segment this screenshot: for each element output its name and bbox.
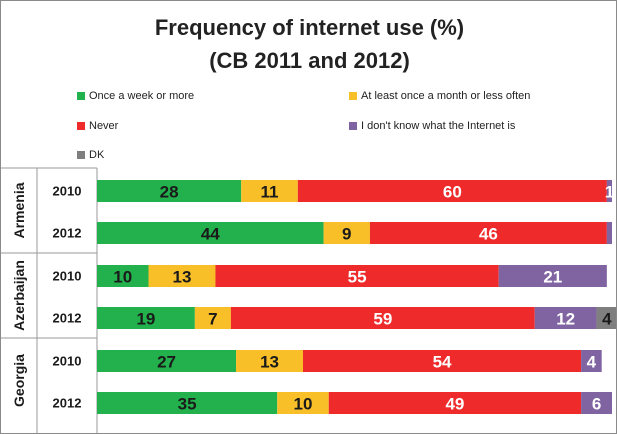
legend-item-never: Never — [77, 120, 118, 132]
data-label: 54 — [433, 353, 452, 372]
bar-segment-i-don-t-know-what-the-internet-is — [606, 222, 612, 244]
bar-segment-at-least-once-a-month-or-less-often — [194, 307, 231, 329]
legend-item-dk: DK — [77, 149, 104, 161]
data-label: 7 — [208, 310, 217, 329]
bar-segment-never — [297, 180, 607, 202]
data-label: 10 — [113, 268, 132, 287]
bar-segment-once-a-week-or-more — [97, 265, 149, 287]
year-tick-label: 2012 — [53, 226, 82, 241]
year-tick-label: 2012 — [53, 311, 82, 326]
legend-label-monthly: At least once a month or less often — [361, 90, 531, 102]
group-label-azerbaijan: Azerbaijan — [11, 260, 27, 331]
chart-title-line-2: (CB 2011 and 2012) — [209, 48, 410, 73]
data-label: 6 — [592, 395, 601, 414]
data-label: 55 — [348, 268, 367, 287]
data-label: 13 — [173, 268, 192, 287]
legend-label-never: Never — [89, 120, 119, 132]
data-label: 1 — [605, 183, 614, 202]
data-label: 35 — [178, 395, 197, 414]
data-label: 28 — [160, 183, 179, 202]
data-label: 44 — [201, 225, 220, 244]
year-tick-label: 2012 — [53, 396, 82, 411]
legend-swatch-dk — [77, 151, 85, 159]
bar-segment-once-a-week-or-more — [97, 392, 278, 414]
bar-segment-once-a-week-or-more — [97, 222, 324, 244]
bar-segment-at-least-once-a-month-or-less-often — [323, 222, 370, 244]
bar-segment-i-don-t-know-what-the-internet-is — [534, 307, 597, 329]
legend-label-weekly: Once a week or more — [89, 90, 195, 102]
group-label-georgia: Georgia — [11, 354, 27, 407]
data-label: 11 — [261, 183, 279, 202]
bar-segment-i-don-t-know-what-the-internet-is — [606, 180, 612, 202]
legend-item-dont-know-internet: I don't know what the Internet is — [349, 120, 515, 132]
legend-swatch-monthly — [349, 92, 357, 100]
group-label-armenia: Armenia — [11, 182, 27, 238]
bar-segment-never — [303, 350, 582, 372]
data-label: 59 — [373, 310, 392, 329]
data-label: 19 — [136, 310, 155, 329]
data-label: 12 — [556, 310, 575, 329]
year-tick-label: 2010 — [53, 269, 82, 284]
bar-segment-once-a-week-or-more — [97, 307, 195, 329]
data-label: 13 — [260, 353, 279, 372]
bar-segment-never — [328, 392, 582, 414]
bar-segment-once-a-week-or-more — [97, 180, 242, 202]
legend-label-dont-know-internet: I don't know what the Internet is — [361, 120, 516, 132]
bar-segment-at-least-once-a-month-or-less-often — [148, 265, 216, 287]
legend-item-weekly: Once a week or more — [77, 90, 194, 102]
bar-segment-i-don-t-know-what-the-internet-is — [581, 350, 602, 372]
legend-swatch-never — [77, 122, 85, 130]
data-label: 49 — [445, 395, 464, 414]
legend-label-dk: DK — [89, 149, 105, 161]
chart-title-line-1: Frequency of internet use (%) — [154, 15, 465, 40]
data-label: 4 — [602, 310, 612, 329]
bar-segment-dk — [596, 307, 616, 329]
data-label: 4 — [587, 353, 597, 372]
bar-segment-at-least-once-a-month-or-less-often — [236, 350, 303, 372]
data-label: 10 — [294, 395, 313, 414]
legend-swatch-weekly — [77, 92, 85, 100]
year-tick-label: 2010 — [53, 184, 82, 199]
legend-item-monthly: At least once a month or less often — [349, 90, 530, 102]
data-label: 9 — [342, 225, 351, 244]
bar-segment-at-least-once-a-month-or-less-often — [241, 180, 298, 202]
data-label: 46 — [479, 225, 498, 244]
year-tick-label: 2010 — [53, 354, 82, 369]
bar-segment-i-don-t-know-what-the-internet-is — [498, 265, 607, 287]
bar-segment-at-least-once-a-month-or-less-often — [277, 392, 329, 414]
data-label: 60 — [443, 183, 462, 202]
data-label: 21 — [543, 268, 562, 287]
bar-segment-never — [215, 265, 499, 287]
legend-swatch-dont-know-internet — [349, 122, 357, 130]
data-label: 27 — [157, 353, 176, 372]
bar-segment-once-a-week-or-more — [97, 350, 237, 372]
bar-segment-never — [230, 307, 535, 329]
bar-segment-never — [369, 222, 607, 244]
bar-segment-i-don-t-know-what-the-internet-is — [581, 392, 612, 414]
